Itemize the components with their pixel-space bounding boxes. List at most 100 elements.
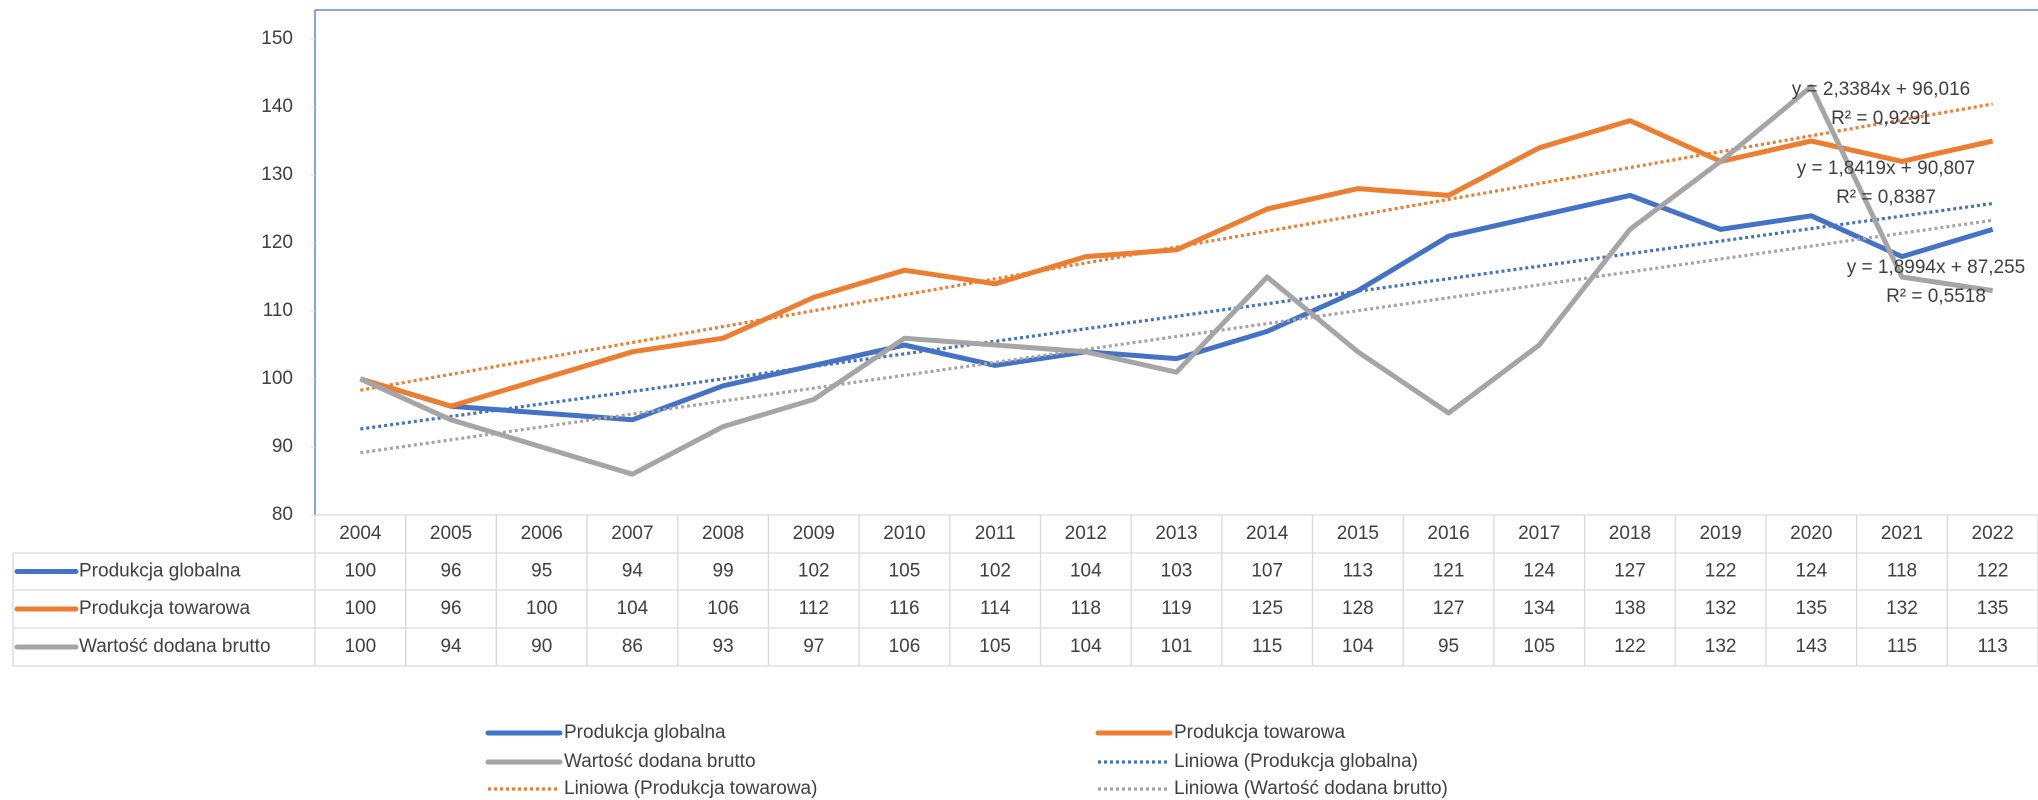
- x-tick-label: 2008: [702, 523, 744, 544]
- trendline-equation: y = 2,3384x + 96,016: [1792, 79, 1971, 100]
- x-tick-label: 2019: [1699, 523, 1741, 544]
- table-cell: 118: [1071, 598, 1101, 619]
- table-cell: 102: [798, 561, 830, 582]
- y-tick-label: 100: [261, 368, 293, 389]
- y-tick-label: 140: [261, 96, 293, 117]
- x-tick-label: 2012: [1065, 523, 1107, 544]
- x-tick-label: 2013: [1155, 523, 1197, 544]
- table-cell: 124: [1795, 561, 1827, 582]
- legend-label: Liniowa (Produkcja globalna): [1174, 751, 1418, 772]
- table-cell: 103: [1161, 561, 1193, 582]
- y-tick-label: 150: [261, 28, 293, 49]
- table-row-label: Produkcja globalna: [79, 561, 241, 582]
- table-cell: 99: [713, 561, 734, 582]
- x-tick-label: 2015: [1337, 523, 1379, 544]
- table-cell: 100: [526, 598, 558, 619]
- table-cell: 132: [1705, 598, 1737, 619]
- table-cell: 135: [1795, 598, 1827, 619]
- table-cell: 132: [1705, 636, 1737, 657]
- table-cell: 135: [1977, 598, 2009, 619]
- x-tick-label: 2018: [1609, 523, 1651, 544]
- y-tick-label: 80: [272, 504, 293, 525]
- y-tick-label: 110: [263, 300, 293, 321]
- table-cell: 128: [1342, 598, 1374, 619]
- table-cell: 115: [1252, 636, 1282, 657]
- table-cell: 118: [1887, 561, 1917, 582]
- table-cell: 105: [979, 636, 1011, 657]
- table-cell: 90: [531, 636, 552, 657]
- x-tick-label: 2011: [975, 523, 1016, 544]
- x-tick-label: 2014: [1246, 523, 1289, 544]
- table-cell: 104: [617, 598, 649, 619]
- trendline: [360, 201, 1993, 431]
- table-cell: 100: [344, 636, 376, 657]
- y-tick-label: 120: [261, 232, 293, 253]
- table-cell: 122: [1614, 636, 1646, 657]
- table-cell: 106: [707, 598, 739, 619]
- x-tick-label: 2017: [1518, 523, 1560, 544]
- table-cell: 122: [1705, 561, 1737, 582]
- table-cell: 138: [1614, 598, 1646, 619]
- table-cell: 122: [1977, 561, 2009, 582]
- table-cell: 96: [440, 561, 461, 582]
- table-cell: 95: [531, 561, 552, 582]
- trendline-r2: R² = 0,8387: [1836, 187, 1936, 208]
- table-cell: 94: [440, 636, 462, 657]
- table-cell: 132: [1886, 598, 1918, 619]
- table-cell: 93: [713, 636, 734, 657]
- series-line: [359, 84, 1994, 477]
- trendline-r2: R² = 0,9291: [1831, 108, 1931, 129]
- x-tick-label: 2004: [339, 523, 382, 544]
- table-cell: 96: [440, 598, 461, 619]
- table-cell: 95: [1438, 636, 1459, 657]
- table-cell: 114: [980, 598, 1011, 619]
- trendline-r2: R² = 0,5518: [1886, 286, 1986, 307]
- table-cell: 116: [889, 598, 919, 619]
- table-cell: 104: [1342, 636, 1374, 657]
- table-cell: 105: [889, 561, 921, 582]
- series-line: [359, 118, 1994, 409]
- table-cell: 106: [889, 636, 921, 657]
- trendline-equation: y = 1,8994x + 87,255: [1847, 257, 2026, 278]
- table-cell: 115: [1887, 636, 1917, 657]
- table-cell: 102: [979, 561, 1011, 582]
- x-tick-label: 2021: [1881, 523, 1923, 544]
- table-cell: 104: [1070, 561, 1102, 582]
- table-cell: 143: [1795, 636, 1827, 657]
- table-cell: 104: [1070, 636, 1102, 657]
- table-cell: 97: [803, 636, 824, 657]
- x-tick-label: 2016: [1427, 523, 1469, 544]
- table-cell: 124: [1523, 561, 1555, 582]
- table-cell: 100: [344, 598, 376, 619]
- table-cell: 119: [1161, 598, 1191, 619]
- legend-label: Liniowa (Wartość dodana brutto): [1174, 778, 1448, 799]
- table-cell: 125: [1251, 598, 1283, 619]
- legend-label: Wartość dodana brutto: [564, 751, 756, 772]
- y-tick-label: 130: [261, 164, 293, 185]
- series-line: [359, 192, 1994, 423]
- legend-label: Liniowa (Produkcja towarowa): [564, 778, 817, 799]
- table-cell: 127: [1433, 598, 1465, 619]
- trendline-equation: y = 1,8419x + 90,807: [1797, 158, 1976, 179]
- table-cell: 105: [1523, 636, 1555, 657]
- table-cell: 127: [1614, 561, 1646, 582]
- table-cell: 107: [1251, 561, 1283, 582]
- table-cell: 121: [1433, 561, 1465, 582]
- x-tick-label: 2006: [521, 523, 563, 544]
- table-cell: 134: [1523, 598, 1555, 619]
- x-tick-label: 2022: [1972, 523, 2014, 544]
- x-tick-label: 2020: [1790, 523, 1832, 544]
- y-tick-label: 90: [272, 436, 293, 457]
- trendline: [360, 218, 1993, 455]
- table-cell: 113: [1978, 636, 2008, 657]
- legend-label: Produkcja towarowa: [1174, 722, 1346, 743]
- table-row-label: Produkcja towarowa: [79, 598, 251, 619]
- x-tick-label: 2005: [430, 523, 472, 544]
- table-cell: 113: [1343, 561, 1373, 582]
- x-tick-label: 2009: [793, 523, 835, 544]
- table-cell: 100: [344, 561, 376, 582]
- x-tick-label: 2007: [611, 523, 653, 544]
- legend-label: Produkcja globalna: [564, 722, 726, 743]
- table-cell: 101: [1161, 636, 1193, 657]
